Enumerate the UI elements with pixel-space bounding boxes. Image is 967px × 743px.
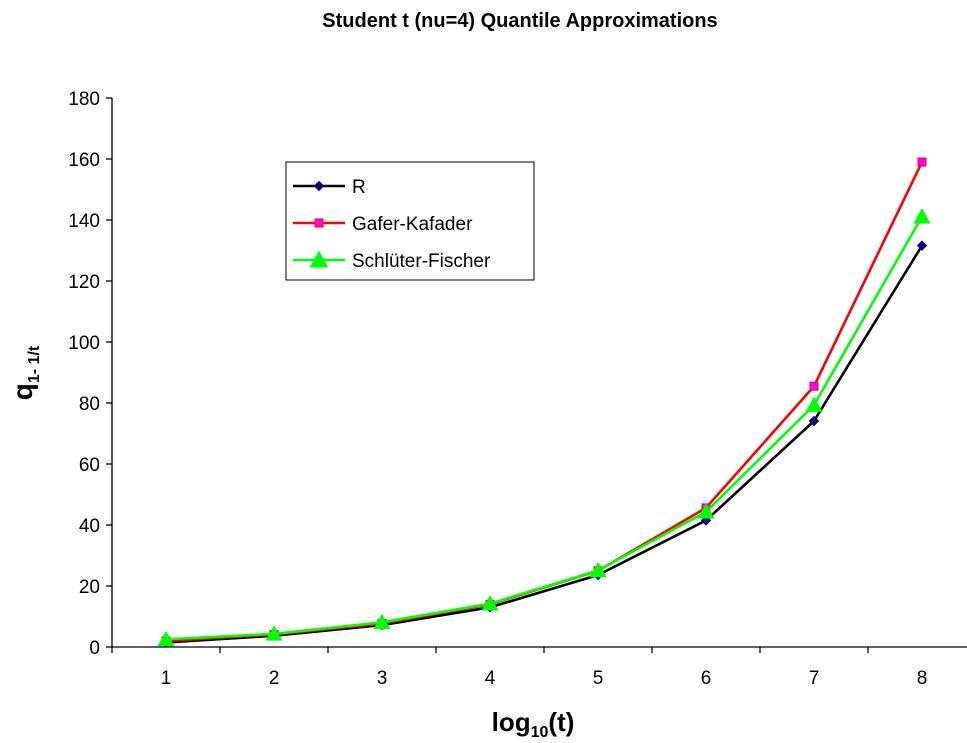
data-point — [809, 381, 819, 391]
legend-label: Schlüter-Fischer — [352, 251, 491, 272]
data-point — [481, 595, 499, 611]
series-2 — [157, 208, 931, 647]
data-point — [913, 208, 931, 224]
x-tick-label: 7 — [809, 668, 820, 689]
legend-swatch-marker — [309, 250, 329, 268]
x-tick-label: 3 — [377, 668, 388, 689]
legend-swatch-marker — [314, 218, 324, 228]
series-layer — [157, 157, 931, 648]
chart-title: Student t (nu=4) Quantile Approximations — [322, 10, 717, 32]
y-tick-label: 160 — [68, 150, 100, 171]
y-tick-label: 40 — [79, 516, 100, 537]
axes — [106, 97, 967, 653]
y-tick-labels: 0 20 40 60 80 100 120 140 160 180 — [68, 89, 100, 659]
legend-item-0: R — [293, 177, 366, 198]
y-tick-label: 140 — [68, 211, 100, 232]
y-tick-label: 120 — [68, 272, 100, 293]
y-tick-label: 20 — [79, 577, 100, 598]
data-point — [157, 630, 175, 647]
y-tick-label: 0 — [89, 638, 100, 659]
x-tick-label: 8 — [917, 668, 928, 689]
legend-label: R — [352, 177, 366, 198]
series-line — [165, 215, 924, 641]
data-point — [265, 625, 283, 641]
data-point — [697, 503, 715, 519]
x-tick-labels: 1 2 3 4 5 6 7 8 — [161, 668, 928, 689]
data-point — [373, 613, 391, 630]
legend-item-1: Gafer-Kafader — [293, 214, 473, 235]
x-axis-title: log10(t) — [492, 707, 575, 741]
legend-item-2: Schlüter-Fischer — [293, 250, 491, 272]
x-tick-label: 4 — [485, 668, 496, 689]
x-tick-label: 6 — [701, 668, 712, 689]
series-line — [165, 244, 924, 644]
data-point — [805, 396, 823, 412]
data-point — [808, 415, 820, 427]
y-tick-label: 60 — [79, 455, 100, 476]
x-tick-label: 1 — [161, 668, 172, 689]
legend: R Gafer-Kafader Schlüter-Fischer — [285, 161, 535, 281]
y-axis-title: q1- 1/t — [7, 345, 43, 400]
series-line — [165, 161, 924, 643]
x-tick-label: 5 — [593, 668, 604, 689]
data-point — [917, 157, 927, 167]
data-point — [589, 561, 607, 578]
data-point — [916, 240, 928, 251]
y-tick-label: 100 — [68, 333, 100, 354]
legend-label: Gafer-Kafader — [352, 214, 473, 235]
x-tick-label: 2 — [269, 668, 280, 689]
y-tick-label: 180 — [68, 89, 100, 110]
y-tick-label: 80 — [79, 394, 100, 415]
legend-swatch-marker — [313, 180, 325, 192]
